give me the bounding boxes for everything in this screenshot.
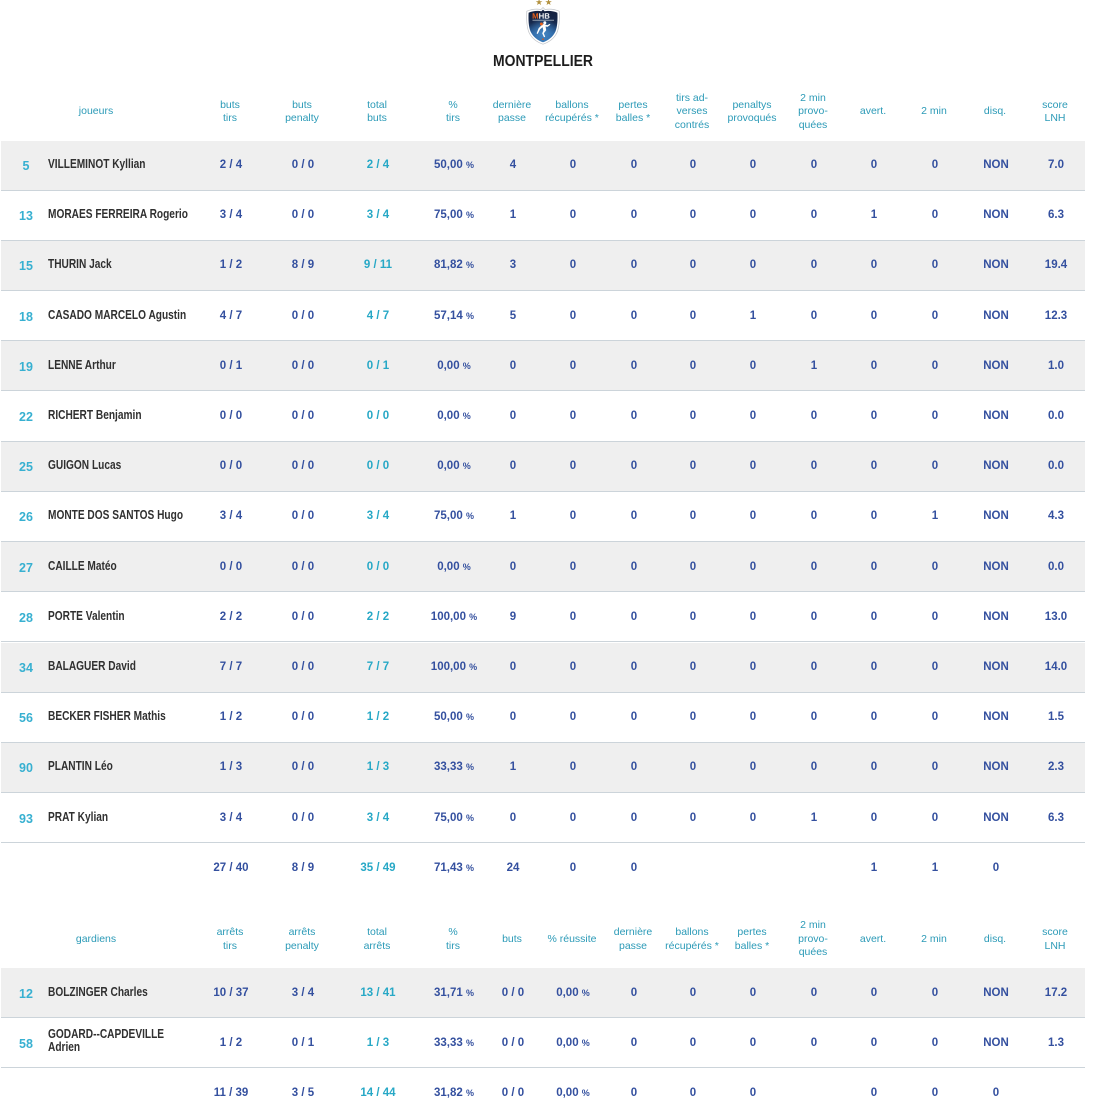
svg-text:HB: HB [539,12,551,21]
svg-text:M: M [532,12,539,21]
